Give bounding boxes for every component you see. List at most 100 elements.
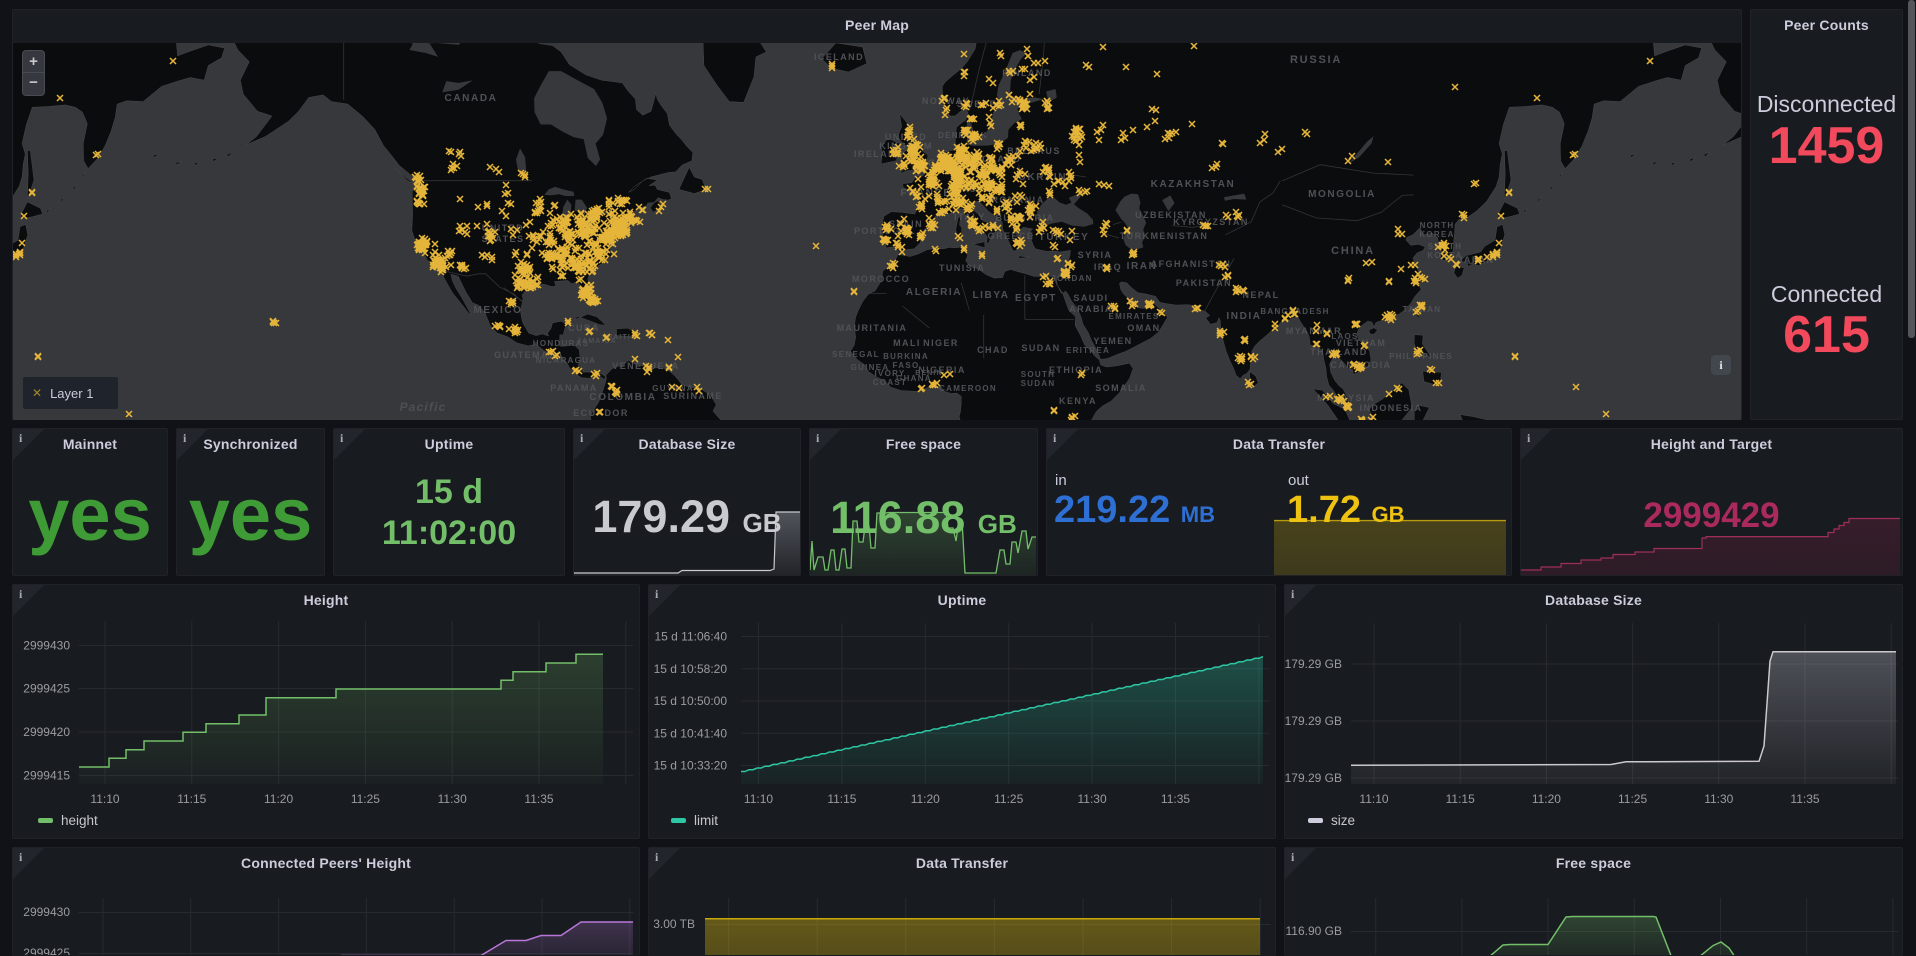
svg-text:11:10: 11:10	[1359, 792, 1388, 806]
svg-text:ITALY: ITALY	[954, 212, 986, 222]
svg-text:11:15: 11:15	[1446, 792, 1475, 806]
svg-text:NEPAL: NEPAL	[1242, 290, 1279, 300]
svg-text:NORTH: NORTH	[1420, 221, 1455, 230]
svg-text:CUBA: CUBA	[568, 323, 600, 333]
svg-text:KAZAKHSTAN: KAZAKHSTAN	[1151, 179, 1236, 190]
svg-text:BURKINA: BURKINA	[883, 352, 929, 361]
svg-text:GHANA: GHANA	[896, 374, 932, 383]
svg-text:GUYANA: GUYANA	[652, 384, 694, 393]
svg-text:15 d 10:58:20: 15 d 10:58:20	[654, 662, 728, 676]
svg-text:179.29 GB: 179.29 GB	[1285, 714, 1342, 728]
svg-text:FINLAND: FINLAND	[1002, 68, 1052, 78]
svg-text:11:35: 11:35	[1790, 792, 1819, 806]
svg-text:TURKMENISTAN: TURKMENISTAN	[1120, 231, 1209, 241]
svg-text:KYRGYZSTAN: KYRGYZSTAN	[1173, 217, 1249, 227]
svg-text:STATES: STATES	[482, 234, 525, 244]
svg-text:COLOMBIA: COLOMBIA	[589, 392, 656, 403]
svg-text:15 d 11:06:40: 15 d 11:06:40	[654, 630, 727, 644]
svg-text:EGYPT: EGYPT	[1015, 293, 1057, 304]
svg-text:GUATEMALA: GUATEMALA	[494, 350, 564, 360]
svg-text:CHINA: CHINA	[1331, 245, 1375, 257]
svg-text:GUINEA: GUINEA	[851, 363, 890, 372]
svg-text:MEXICO: MEXICO	[473, 305, 522, 316]
svg-text:11:25: 11:25	[994, 792, 1023, 806]
svg-text:ICELAND: ICELAND	[814, 52, 864, 62]
svg-text:15 d 10:41:40: 15 d 10:41:40	[654, 726, 728, 740]
svg-text:11:15: 11:15	[827, 792, 856, 806]
svg-text:11:35: 11:35	[1161, 792, 1190, 806]
svg-text:SOUTH: SOUTH	[1021, 370, 1055, 379]
svg-text:SUDAN: SUDAN	[1021, 343, 1060, 353]
svg-text:HONDURAS: HONDURAS	[533, 339, 589, 348]
svg-text:OMAN: OMAN	[1127, 323, 1160, 333]
svg-text:11:10: 11:10	[744, 792, 773, 806]
svg-text:Pacific: Pacific	[399, 400, 446, 414]
svg-text:11:20: 11:20	[1532, 792, 1561, 806]
svg-text:11:20: 11:20	[264, 792, 293, 806]
svg-text:VIETNAM: VIETNAM	[1336, 338, 1387, 348]
svg-text:KOREA: KOREA	[1419, 230, 1454, 239]
svg-text:FASO: FASO	[893, 361, 920, 370]
svg-text:11:25: 11:25	[351, 792, 380, 806]
svg-text:NIGERIA: NIGERIA	[918, 365, 966, 375]
svg-text:11:10: 11:10	[90, 792, 119, 806]
svg-text:11:30: 11:30	[1704, 792, 1733, 806]
svg-text:UKRAINE: UKRAINE	[1019, 172, 1076, 183]
svg-text:2999415: 2999415	[23, 769, 70, 783]
svg-text:AFGHANISTAN: AFGHANISTAN	[1151, 259, 1232, 269]
svg-text:INDONESIA: INDONESIA	[1360, 403, 1423, 413]
svg-text:IRAN: IRAN	[1127, 261, 1158, 272]
svg-text:PAKISTAN: PAKISTAN	[1176, 278, 1232, 288]
svg-text:BULGARIA: BULGARIA	[995, 213, 1054, 223]
svg-text:POLAND: POLAND	[975, 154, 1022, 164]
svg-text:RUSSIA: RUSSIA	[1290, 54, 1342, 66]
svg-text:15 d 10:33:20: 15 d 10:33:20	[654, 759, 728, 773]
svg-text:2999425: 2999425	[23, 682, 70, 696]
svg-text:SURINAME: SURINAME	[663, 391, 723, 401]
svg-text:MYANMAR: MYANMAR	[1286, 326, 1342, 336]
svg-text:CANADA: CANADA	[445, 93, 498, 104]
svg-text:ROMANIA: ROMANIA	[991, 195, 1044, 205]
svg-text:TAIWAN: TAIWAN	[1403, 305, 1442, 314]
svg-text:ALGERIA: ALGERIA	[906, 287, 962, 298]
svg-text:JAMAICA: JAMAICA	[577, 338, 617, 345]
svg-text:11:15: 11:15	[177, 792, 206, 806]
svg-text:IVORY: IVORY	[875, 369, 906, 378]
svg-text:ERITREA: ERITREA	[1066, 346, 1110, 355]
svg-text:MOROCCO: MOROCCO	[852, 274, 910, 284]
svg-text:MONGOLIA: MONGOLIA	[1308, 189, 1376, 200]
svg-text:YEMEN: YEMEN	[1093, 336, 1132, 346]
svg-text:ARABIA: ARABIA	[1069, 304, 1113, 314]
svg-text:INDIA: INDIA	[1226, 311, 1261, 322]
svg-text:179.29 GB: 179.29 GB	[1285, 771, 1342, 785]
svg-text:2999430: 2999430	[23, 639, 70, 653]
svg-text:IRELAND: IRELAND	[854, 149, 904, 159]
svg-text:LAOS: LAOS	[1331, 332, 1358, 341]
svg-text:11:25: 11:25	[1618, 792, 1647, 806]
svg-text:CAMEROON: CAMEROON	[939, 384, 997, 393]
svg-text:LIBYA: LIBYA	[972, 290, 1009, 301]
svg-text:FRANCE: FRANCE	[900, 188, 951, 199]
svg-text:SAUDI: SAUDI	[1073, 293, 1108, 303]
svg-text:EMIRATES: EMIRATES	[1109, 312, 1160, 321]
svg-text:CHAD: CHAD	[977, 345, 1009, 355]
svg-text:11:30: 11:30	[438, 792, 467, 806]
svg-text:MALI: MALI	[893, 338, 921, 348]
svg-text:MAURITANIA: MAURITANIA	[837, 323, 908, 333]
svg-text:UZBEKISTAN: UZBEKISTAN	[1135, 210, 1207, 220]
svg-text:11:35: 11:35	[524, 792, 553, 806]
svg-text:116.90 GB: 116.90 GB	[1286, 924, 1342, 938]
svg-text:ETHIOPIA: ETHIOPIA	[1049, 365, 1103, 375]
svg-text:SPAIN: SPAIN	[889, 219, 923, 229]
svg-text:JAPAN: JAPAN	[1457, 255, 1494, 265]
svg-text:TURKEY: TURKEY	[1039, 232, 1090, 243]
svg-text:UNITED: UNITED	[482, 223, 524, 233]
svg-text:179.29 GB: 179.29 GB	[1285, 657, 1342, 671]
svg-text:11:20: 11:20	[911, 792, 940, 806]
svg-text:JORDAN: JORDAN	[1051, 274, 1092, 283]
svg-text:SOMALIA: SOMALIA	[1095, 383, 1147, 393]
svg-text:SENEGAL: SENEGAL	[832, 350, 880, 359]
svg-text:PHILIPPINES: PHILIPPINES	[1389, 352, 1453, 361]
svg-text:KINGDOM: KINGDOM	[879, 141, 933, 151]
svg-text:2999420: 2999420	[23, 725, 70, 739]
